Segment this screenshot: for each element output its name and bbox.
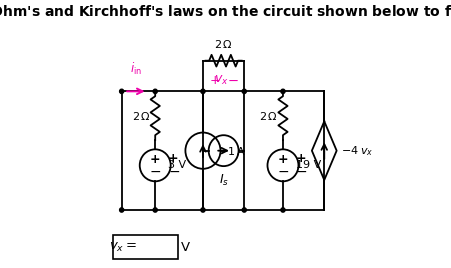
Circle shape: [200, 208, 205, 212]
Text: $v_x$: $v_x$: [213, 74, 228, 87]
Text: $-4\;v_x$: $-4\;v_x$: [340, 144, 373, 158]
Circle shape: [200, 89, 205, 94]
Text: −: −: [149, 165, 161, 179]
Text: +: +: [295, 152, 306, 165]
Text: 3 V: 3 V: [168, 160, 186, 170]
Text: $2\,\Omega$: $2\,\Omega$: [131, 110, 150, 122]
FancyBboxPatch shape: [112, 235, 178, 259]
Circle shape: [242, 208, 246, 212]
Text: $i_{\rm in}$: $i_{\rm in}$: [129, 61, 142, 77]
Text: $I_s$: $I_s$: [218, 173, 228, 188]
Text: 19 V: 19 V: [295, 160, 320, 170]
Text: −: −: [276, 165, 288, 179]
Text: Use Ohm's and Kirchhoff's laws on the circuit shown below to find $v_x$.: Use Ohm's and Kirchhoff's laws on the ci…: [0, 3, 451, 21]
Circle shape: [120, 208, 124, 212]
Text: $-1\,\mathrm{A}$: $-1\,\mathrm{A}$: [218, 145, 246, 157]
Text: −: −: [295, 165, 307, 179]
Circle shape: [280, 208, 285, 212]
Text: $-$: $-$: [226, 74, 238, 87]
Circle shape: [242, 89, 246, 94]
Circle shape: [120, 89, 124, 94]
Text: $2\,\Omega$: $2\,\Omega$: [259, 110, 278, 122]
Text: +: +: [168, 152, 178, 165]
Text: −: −: [168, 165, 179, 179]
Text: +: +: [150, 153, 160, 166]
Text: V: V: [180, 241, 190, 254]
Text: $+$: $+$: [208, 74, 219, 87]
Circle shape: [153, 89, 157, 94]
Circle shape: [153, 208, 157, 212]
Text: +: +: [277, 153, 288, 166]
Circle shape: [280, 89, 285, 94]
Text: $2\,\Omega$: $2\,\Omega$: [214, 38, 233, 50]
Text: $v_x =$: $v_x =$: [109, 241, 136, 254]
